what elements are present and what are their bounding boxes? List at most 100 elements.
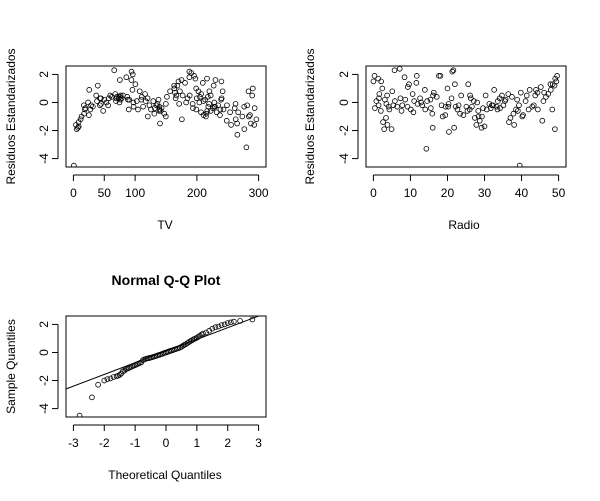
data-point: [220, 106, 227, 113]
data-point: [95, 381, 101, 388]
data-point: [481, 123, 488, 130]
data-point: [172, 89, 178, 96]
data-point: [526, 87, 533, 93]
data-point: [199, 80, 206, 86]
data-points: [71, 67, 260, 167]
data-point: [203, 113, 209, 120]
data-point: [85, 99, 91, 106]
data-point: [445, 101, 452, 107]
data-point: [378, 108, 384, 114]
data-point: [380, 119, 386, 125]
data-point: [442, 112, 449, 118]
data-point: [538, 84, 544, 90]
data-point: [460, 112, 467, 118]
data-point: [75, 123, 82, 130]
data-point: [221, 321, 228, 328]
data-point: [144, 95, 151, 102]
data-point: [525, 106, 532, 113]
data-point: [379, 85, 386, 92]
data-point: [493, 103, 500, 110]
data-point: [499, 92, 505, 99]
data-point: [245, 88, 252, 95]
x-tick-label: -1: [130, 436, 141, 450]
data-point: [511, 122, 517, 128]
data-point: [239, 113, 246, 120]
data-point: [247, 112, 253, 118]
data-point: [406, 81, 412, 88]
data-point: [189, 101, 196, 107]
data-point: [392, 98, 398, 104]
data-point: [251, 105, 258, 111]
data-point: [142, 91, 148, 97]
data-point: [430, 89, 437, 96]
data-points: [66, 316, 259, 417]
data-point: [117, 96, 124, 103]
y-tick-label: 0: [337, 99, 351, 106]
data-point: [218, 95, 225, 102]
data-point: [452, 81, 458, 88]
data-point: [180, 342, 186, 349]
data-point: [219, 88, 226, 95]
data-point: [405, 84, 411, 90]
x-tick-label: 30: [478, 186, 492, 200]
data-point: [482, 92, 489, 99]
data-point: [164, 94, 170, 100]
data-point: [193, 95, 200, 102]
data-point: [224, 102, 230, 109]
y-tick-label: -4: [37, 153, 51, 164]
data-point: [545, 91, 552, 97]
data-point: [116, 372, 123, 378]
data-point: [125, 106, 132, 113]
data-point: [155, 96, 162, 103]
x-tick-label: 20: [441, 186, 455, 200]
data-point: [140, 103, 146, 110]
data-point: [433, 94, 440, 100]
data-point: [495, 98, 501, 104]
data-point: [71, 162, 77, 167]
data-point: [182, 80, 188, 86]
data-point: [479, 113, 485, 120]
data-point: [142, 98, 149, 104]
plot-frame: [65, 315, 267, 418]
data-point: [408, 106, 414, 113]
x-tick-label: 3: [255, 436, 262, 450]
data-point: [128, 68, 135, 75]
x-tick-label: 50: [98, 186, 112, 200]
data-point: [383, 115, 389, 121]
data-point: [248, 120, 254, 127]
data-point: [128, 77, 135, 83]
data-point: [436, 73, 442, 79]
data-point: [215, 323, 222, 330]
data-point: [176, 101, 182, 107]
data-point: [86, 87, 93, 93]
data-point: [389, 88, 396, 95]
data-point: [86, 112, 92, 118]
data-point: [106, 95, 112, 102]
data-point: [81, 110, 87, 117]
data-point: [200, 98, 207, 104]
x-tick-label: -3: [68, 436, 79, 450]
data-point: [244, 102, 250, 109]
data-point: [118, 95, 125, 102]
data-point: [468, 95, 474, 102]
data-point: [97, 102, 103, 109]
data-point: [423, 145, 430, 152]
data-point: [535, 106, 541, 113]
data-point: [378, 78, 384, 85]
data-point: [204, 108, 211, 114]
data-point: [534, 89, 541, 96]
data-point: [98, 95, 104, 102]
data-point: [161, 110, 168, 117]
data-point: [397, 95, 404, 102]
data-point: [386, 106, 393, 113]
data-point: [171, 85, 178, 92]
data-point: [82, 105, 89, 111]
data-point: [384, 122, 391, 128]
x-tick-label: -2: [99, 436, 110, 450]
data-point: [171, 82, 178, 89]
y-tick-label: 2: [337, 71, 351, 78]
data-point: [117, 92, 124, 99]
data-point: [177, 88, 183, 95]
data-point: [231, 105, 238, 111]
